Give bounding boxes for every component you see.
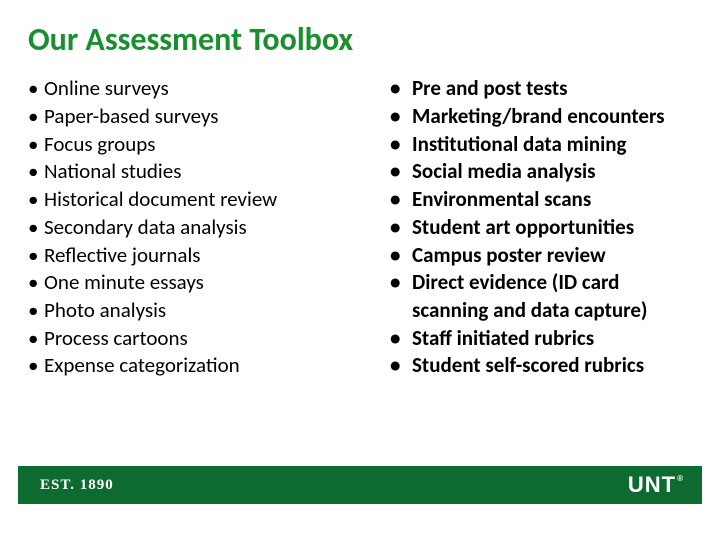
est-text: EST. 1890 [40, 477, 114, 494]
list-item: Online surveys [28, 75, 344, 103]
slide: Our Assessment Toolbox Online surveys Pa… [0, 0, 720, 540]
list-item: One minute essays [28, 269, 344, 297]
right-list: Pre and post tests Marketing/brand encou… [384, 75, 700, 380]
list-item: Pre and post tests [384, 75, 700, 103]
list-item: Marketing/brand encounters [384, 103, 700, 131]
list-item: Reflective journals [28, 242, 344, 270]
list-item: Photo analysis [28, 297, 344, 325]
slide-title: Our Assessment Toolbox [28, 22, 700, 57]
right-column: Pre and post tests Marketing/brand encou… [384, 75, 700, 380]
list-item: Expense categorization [28, 352, 344, 380]
list-item: Environmental scans [384, 186, 700, 214]
unt-logo-text: UNT [628, 472, 676, 498]
unt-logo: UNT ® [628, 472, 684, 498]
list-item: Staff initiated rubrics [384, 325, 700, 353]
list-item: Student art opportunities [384, 214, 700, 242]
content-columns: Online surveys Paper-based surveys Focus… [28, 75, 700, 380]
list-item: Focus groups [28, 131, 344, 159]
list-item: Secondary data analysis [28, 214, 344, 242]
list-item: National studies [28, 158, 344, 186]
list-item: Paper-based surveys [28, 103, 344, 131]
registered-icon: ® [677, 474, 684, 483]
footer-bar: EST. 1890 UNT ® [18, 466, 702, 504]
list-item: Student self-scored rubrics [384, 352, 700, 380]
list-item: Direct evidence (ID card scanning and da… [384, 269, 700, 324]
left-list: Online surveys Paper-based surveys Focus… [28, 75, 344, 380]
left-column: Online surveys Paper-based surveys Focus… [28, 75, 344, 380]
list-item: Campus poster review [384, 242, 700, 270]
list-item: Institutional data mining [384, 131, 700, 159]
list-item: Social media analysis [384, 158, 700, 186]
list-item: Process cartoons [28, 325, 344, 353]
list-item: Historical document review [28, 186, 344, 214]
